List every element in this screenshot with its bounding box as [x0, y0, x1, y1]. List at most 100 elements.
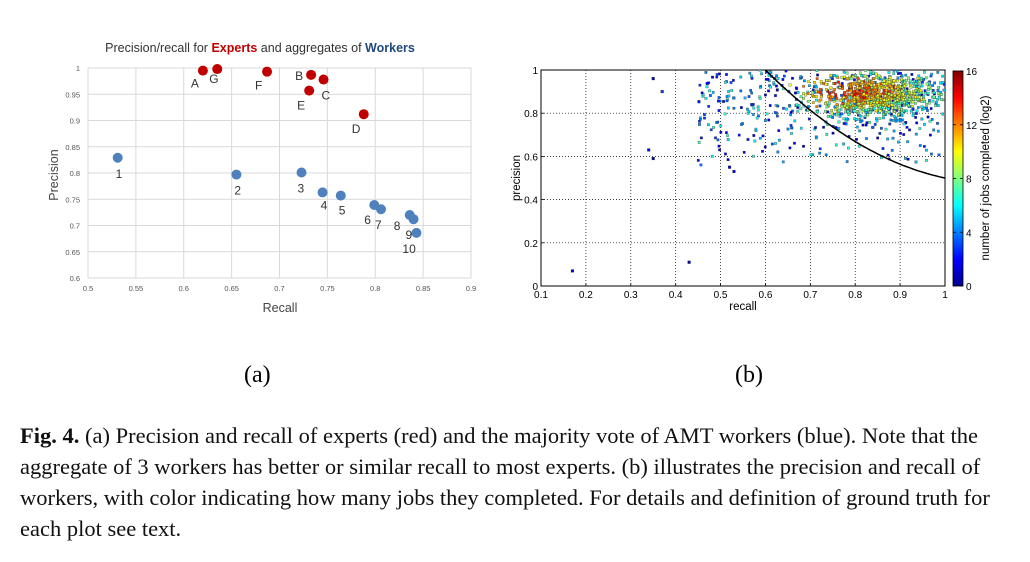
worker-point: [851, 81, 855, 85]
worker-point: [818, 151, 821, 155]
worker-point: [915, 112, 918, 115]
worker-point: [891, 90, 895, 94]
worker-point: [833, 88, 837, 91]
x-tick-label: 0.9: [466, 284, 476, 293]
x-tick-label: 0.1: [534, 290, 548, 301]
worker-point: [767, 118, 771, 122]
worker-point: [891, 82, 895, 86]
worker-point: [926, 115, 930, 119]
worker-point: [881, 147, 885, 150]
worker-point: [888, 76, 892, 79]
worker-point: [870, 80, 874, 84]
worker-point: [806, 80, 810, 83]
worker-point: [795, 103, 799, 107]
worker-point: [919, 89, 923, 93]
worker-point: [708, 89, 711, 93]
worker-point: [875, 117, 878, 120]
worker-point: [920, 100, 924, 104]
worker-point: [917, 85, 921, 89]
y-tick-label: 0.7: [70, 222, 80, 231]
worker-point: [894, 102, 897, 106]
worker-point: [843, 91, 846, 94]
x-tick-label: 0.4: [669, 290, 683, 301]
worker-point: [912, 98, 915, 101]
worker-point: [749, 88, 753, 92]
worker-point: [651, 157, 655, 161]
x-tick-label: 0.6: [179, 284, 189, 293]
worker-point: [811, 90, 814, 94]
worker-point: [940, 98, 943, 101]
worker-point: [918, 144, 922, 147]
worker-point: [815, 70, 819, 72]
worker-point: [874, 108, 878, 112]
worker-point: [715, 121, 718, 124]
worker-point: [849, 77, 853, 81]
worker-point: [826, 110, 830, 114]
worker-point: [909, 109, 913, 113]
worker-point: [703, 113, 706, 116]
worker-point: [863, 74, 867, 78]
worker-point: [726, 138, 730, 141]
worker-point: [651, 77, 655, 81]
worker-point: [806, 92, 810, 95]
worker-point: [840, 105, 844, 108]
worker-point: [888, 122, 892, 126]
worker-point: [904, 83, 908, 87]
chart-b-curve: [764, 69, 946, 179]
worker-point: [892, 129, 896, 133]
worker-point: [776, 77, 780, 80]
worker-point: [942, 88, 945, 92]
worker-point: [932, 91, 936, 94]
worker-point: [871, 126, 874, 129]
worker-point: [748, 71, 752, 75]
worker-point: [725, 73, 728, 76]
worker-point: [756, 108, 760, 112]
worker-point: [930, 152, 933, 156]
worker-point: [841, 87, 844, 91]
worker-point: [739, 75, 743, 79]
worker-point: [859, 120, 862, 124]
worker-point: [700, 136, 703, 140]
worker-point: [763, 145, 767, 149]
worker-point: [877, 83, 881, 86]
worker-point: [699, 163, 703, 167]
worker-point: [732, 78, 735, 82]
worker-point: [895, 70, 899, 73]
y-tick-label: 0.8: [70, 169, 80, 178]
worker-point: [928, 101, 931, 105]
expert-point: [318, 74, 329, 85]
worker-point: [758, 70, 762, 72]
worker-point: [777, 129, 781, 133]
worker-point: [570, 269, 574, 273]
worker-point: [816, 110, 819, 114]
worker-point: [831, 116, 835, 119]
worker-point: [790, 132, 793, 135]
sublabel-b: (b): [735, 362, 763, 388]
worker-point: [916, 106, 920, 109]
worker-point: [808, 84, 811, 88]
worker-point: [846, 89, 849, 93]
worker-point: [861, 123, 865, 127]
worker-point: [728, 165, 732, 169]
worker-point: [872, 107, 876, 110]
worker-point: [842, 70, 846, 74]
worker-point: [927, 85, 931, 89]
chart-b-xlabel: recall: [729, 301, 756, 313]
worker-point: [918, 127, 922, 130]
worker-point: [799, 75, 803, 78]
worker-point: [845, 117, 849, 121]
worker-point: [914, 132, 918, 136]
worker-point: [903, 80, 907, 84]
worker-point: [842, 93, 846, 97]
worker-point: [824, 153, 828, 157]
worker-point: [752, 106, 756, 110]
worker-point: [855, 89, 859, 93]
worker-point: [746, 107, 749, 111]
expert-point: [358, 109, 369, 120]
chart-a-ticks: 0.5 0.55 0.6 0.65 0.7 0.75 0.8 0.85 0.90.60.650.…: [65, 64, 476, 293]
worker-point: [647, 148, 651, 152]
worker-point: [885, 86, 889, 90]
worker-point: [697, 100, 701, 104]
worker-point: [774, 94, 777, 97]
